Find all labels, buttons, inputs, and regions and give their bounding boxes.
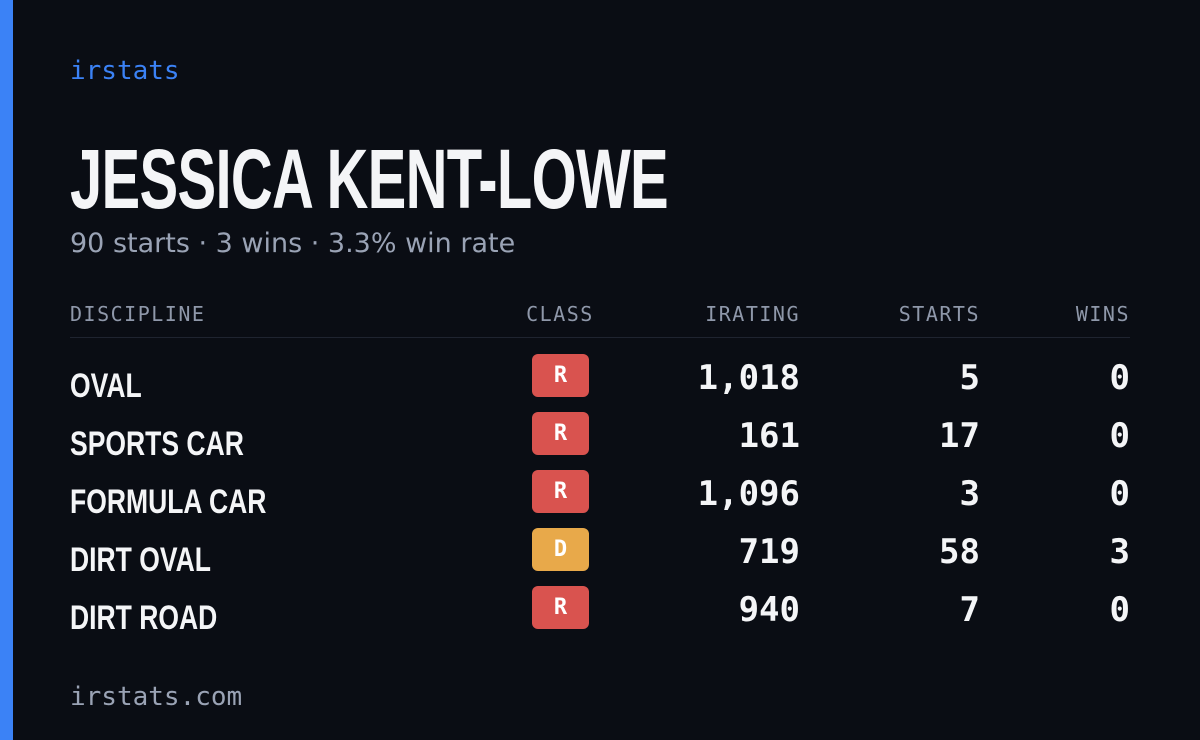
class-badge: R xyxy=(532,412,589,455)
stat-value: 7 xyxy=(959,590,980,630)
stat-value: 940 xyxy=(738,590,800,630)
stat-value: 719 xyxy=(738,532,800,572)
stat-value: 58 xyxy=(939,532,980,572)
stat-value: 161 xyxy=(738,416,800,456)
column-header: DISCIPLINE xyxy=(70,302,206,326)
discipline: DIRT ROAD xyxy=(70,599,218,637)
accent-bar xyxy=(0,0,13,740)
discipline: SPORTS CAR xyxy=(70,425,244,463)
column-header: STARTS xyxy=(898,302,980,326)
stat-value: 3 xyxy=(959,474,980,514)
class-badge: R xyxy=(532,354,589,397)
stat-value: 1,096 xyxy=(697,474,800,514)
footer: irstats.com xyxy=(70,682,243,712)
stat-value: 0 xyxy=(1109,358,1130,398)
stat-value: 1,018 xyxy=(697,358,800,398)
driver-name: JESSICA KENT-LOWE xyxy=(70,132,669,226)
brand: irstats xyxy=(70,56,180,86)
discipline: DIRT OVAL xyxy=(70,541,211,579)
stat-value: 0 xyxy=(1109,474,1130,514)
stat-value: 3 xyxy=(1109,532,1130,572)
driver-summary: 90 starts · 3 wins · 3.3% win rate xyxy=(70,228,516,259)
discipline: OVAL xyxy=(70,367,142,405)
column-header: IRATING xyxy=(705,302,800,326)
stat-value: 17 xyxy=(939,416,980,456)
discipline: FORMULA CAR xyxy=(70,483,267,521)
class-badge: D xyxy=(532,528,589,571)
class-badge: R xyxy=(532,470,589,513)
stat-value: 0 xyxy=(1109,416,1130,456)
column-header: WINS xyxy=(1075,302,1130,326)
class-badge: R xyxy=(532,586,589,629)
stat-value: 5 xyxy=(959,358,980,398)
column-header: CLASS xyxy=(526,302,594,326)
stat-value: 0 xyxy=(1109,590,1130,630)
header-rule xyxy=(70,337,1130,338)
